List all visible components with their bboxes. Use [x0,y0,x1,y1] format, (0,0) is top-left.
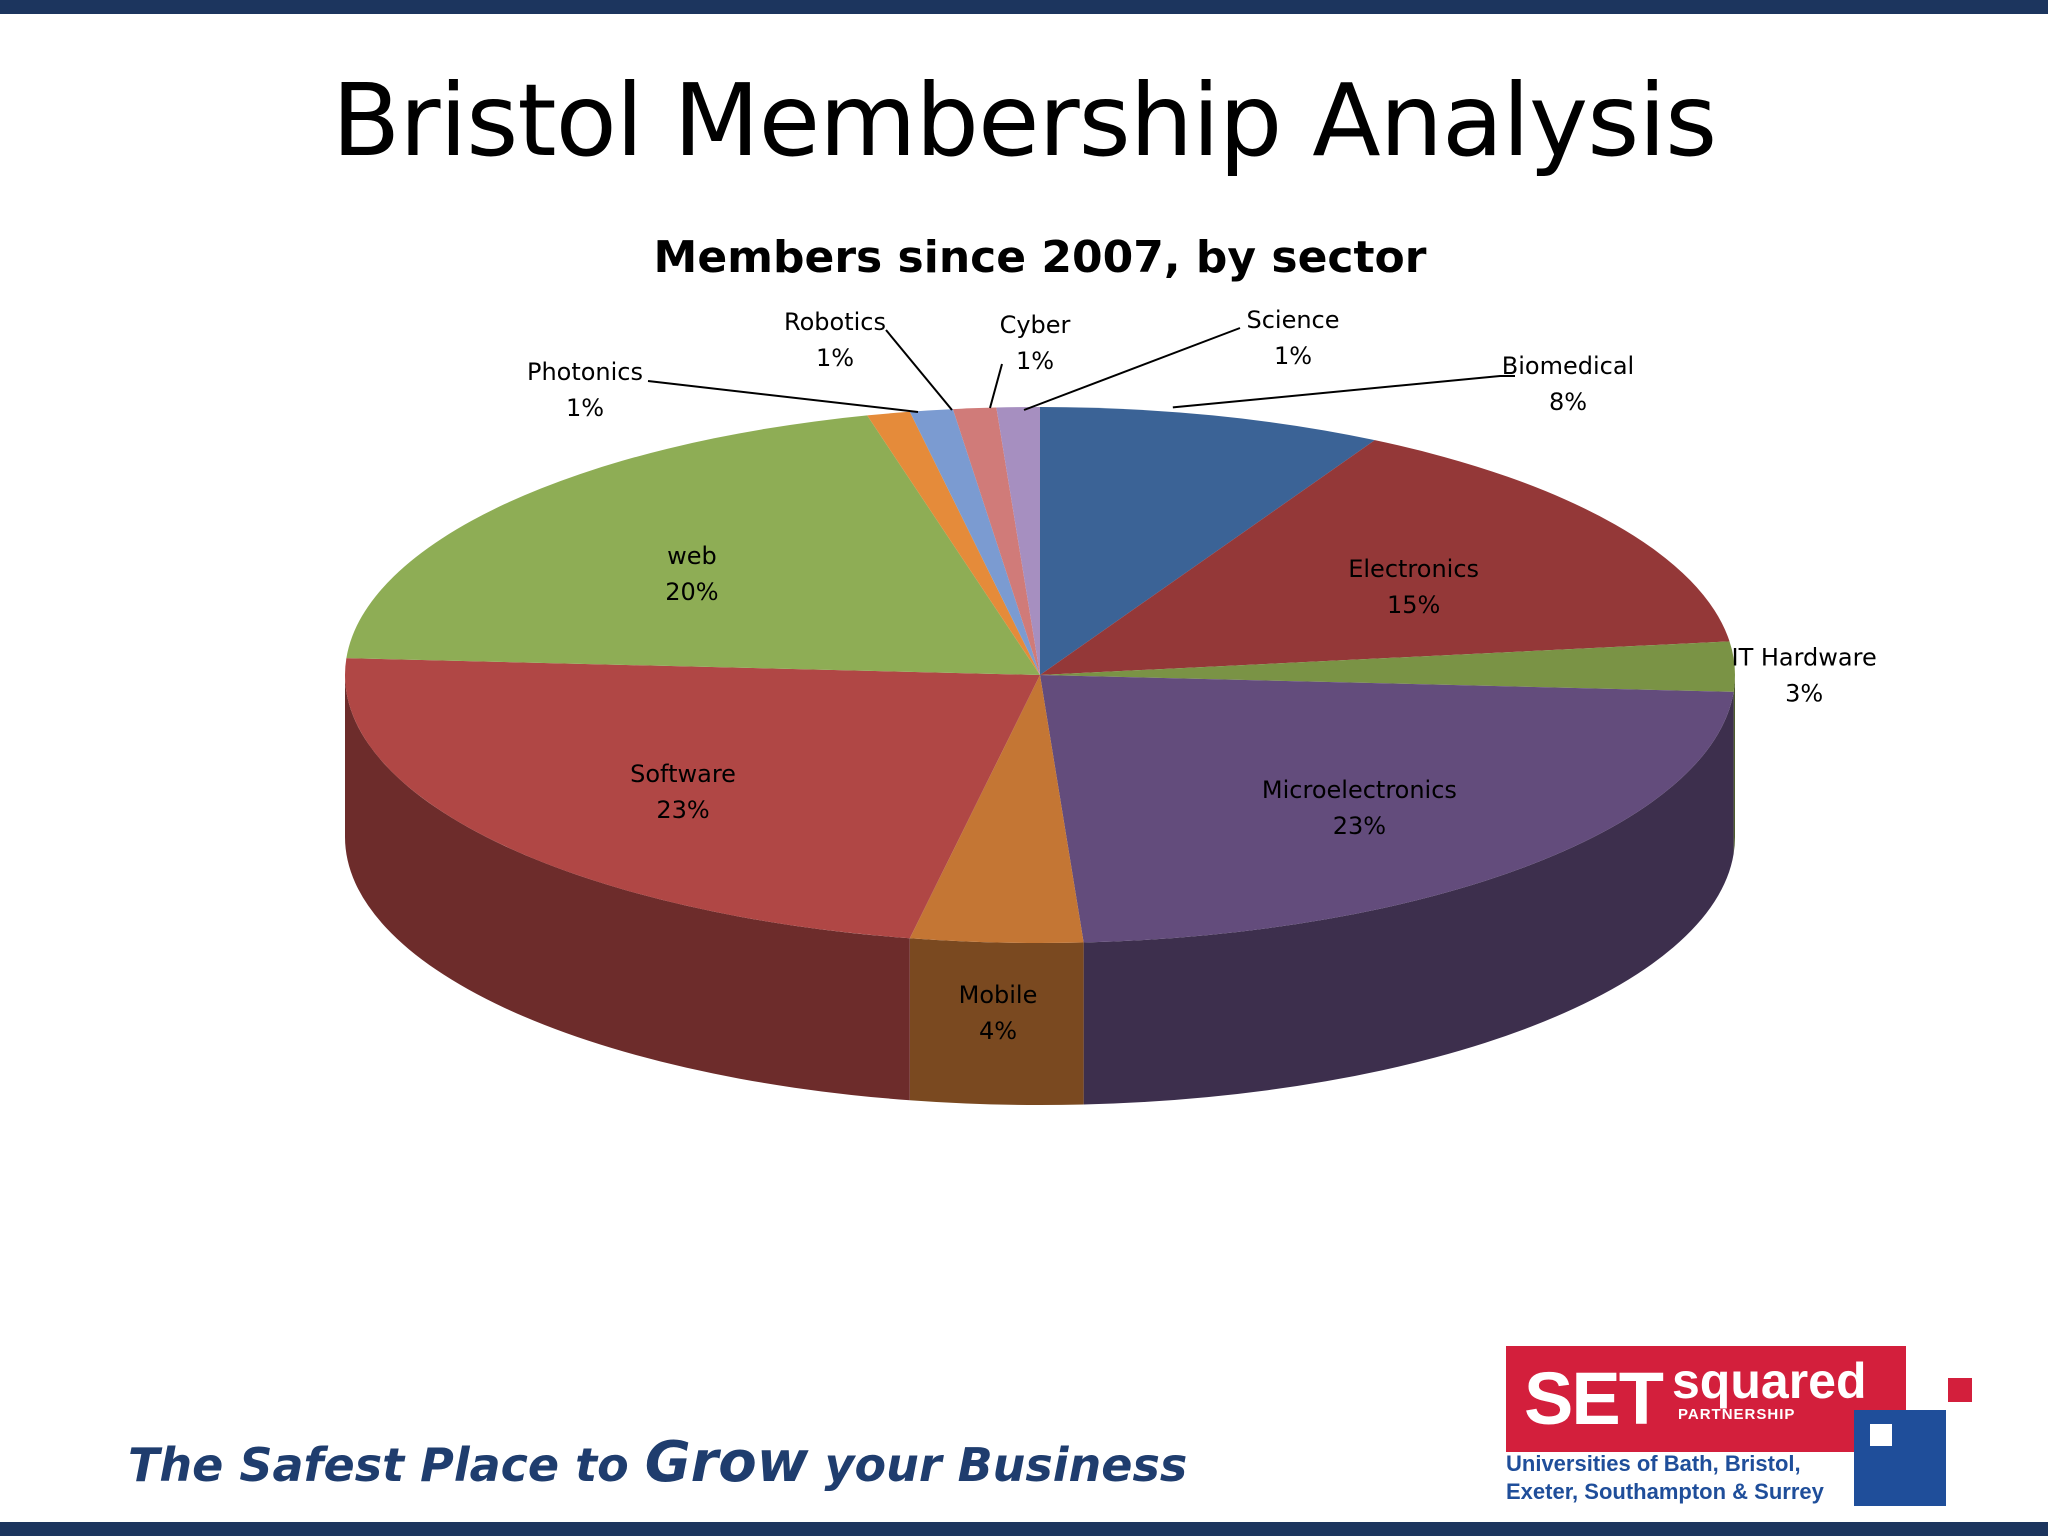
label-value-it-hardware: 3% [1785,680,1823,708]
label-name-software: Software [630,760,736,788]
pie-slice-robotics [909,409,1040,675]
logo-white-square [1870,1424,1892,1446]
logo-universities-line2: Exeter, Southampton & Surrey [1506,1479,1824,1504]
label-value-biomedical: 8% [1549,388,1587,416]
pie-slice-electronics [1040,440,1730,675]
pie-top-slices [344,407,1735,943]
label-name-robotics: Robotics [784,308,886,336]
label-value-robotics: 1% [816,344,854,372]
tagline-grow: Grow [644,1430,809,1495]
logo-red-block: SET squared PARTNERSHIP [1506,1346,1906,1452]
pie-slice-cyber [952,407,1040,675]
label-name-mobile: Mobile [959,981,1038,1009]
label-name-microelectronics: Microelectronics [1262,776,1457,804]
pie-chart: Members since 2007, by sector Biomedical 8… [344,232,1877,1105]
pie-side-it-hardware [1733,675,1735,854]
label-value-microelectronics: 23% [1333,812,1386,840]
label-value-mobile: 4% [979,1017,1017,1045]
label-name-it-hardware: IT Hardware [1731,644,1876,672]
pie-slice-science [996,407,1040,675]
setsquared-logo: SET squared PARTNERSHIP Universities of … [1506,1346,1972,1506]
pie-side-software [345,675,910,1101]
tagline-part2: your Business [808,1438,1188,1492]
label-value-science: 1% [1274,342,1312,370]
pie-side-walls [345,675,1735,1105]
label-value-photonics: 1% [566,394,604,422]
pie-slice-mobile [909,675,1084,943]
bottom-border-bar [0,1522,2048,1536]
pie-slice-photonics [867,411,1040,675]
pie-slice-microelectronics [1040,675,1734,943]
label-name-photonics: Photonics [527,358,643,386]
logo-blue-square [1854,1410,1946,1506]
label-name-web: web [667,542,717,570]
top-border-bar [0,0,2048,14]
leader-biomedical [1172,375,1515,409]
leader-photonics [647,380,919,413]
pie-slice-software [344,658,1040,939]
label-value-cyber: 1% [1016,347,1054,375]
pie-labels: Biomedical 8% Electronics 15% IT Hardware 3% M… [527,306,1877,1045]
pie-slice-biomedical [1040,407,1375,675]
leader-science [1023,327,1241,411]
label-name-cyber: Cyber [1000,311,1071,339]
logo-universities: Universities of Bath, Bristol, Exeter, S… [1506,1450,1856,1506]
label-name-biomedical: Biomedical [1502,352,1634,380]
leader-robotics [885,329,953,411]
label-value-web: 20% [665,578,718,606]
logo-pink-square [1948,1378,1972,1402]
label-value-electronics: 15% [1387,591,1440,619]
pie-slice-it-hardware [1040,641,1735,692]
label-name-science: Science [1246,306,1339,334]
leader-cyber [989,363,1003,409]
pie-side-mobile [909,938,1084,1105]
tagline: The Safest Place to Grow your Business [128,1430,1187,1495]
chart-title: Members since 2007, by sector [654,232,1427,283]
label-value-software: 23% [656,796,709,824]
pie-side-microelectronics [1083,691,1734,1105]
logo-set-text: SET [1524,1357,1664,1440]
label-name-electronics: Electronics [1348,555,1479,583]
pie-slice-web [346,415,1040,675]
logo-partnership-text: PARTNERSHIP [1678,1406,1796,1423]
logo-squared-text: squared [1672,1353,1867,1409]
slide-title: Bristol Membership Analysis [331,62,1717,179]
logo-universities-line1: Universities of Bath, Bristol, [1506,1451,1801,1476]
tagline-part1: The Safest Place to [128,1438,645,1492]
